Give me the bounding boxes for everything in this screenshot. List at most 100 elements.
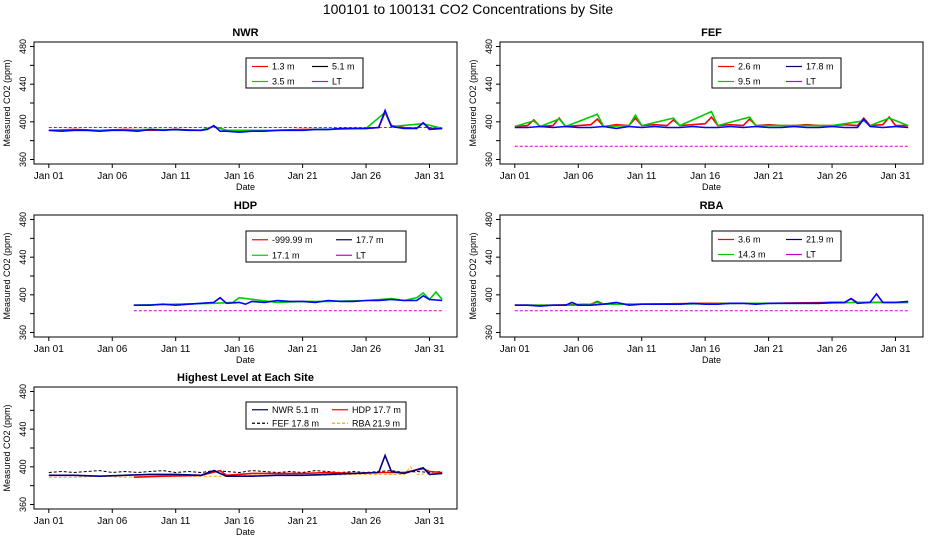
x-tick-label: Jan 11 [161, 171, 191, 182]
legend: 3.6 m 21.9 m 14.3 m LT [711, 230, 842, 262]
y-axis-label: Measured CO2 (ppm) [2, 232, 12, 319]
x-tick-label: Jan 31 [880, 344, 910, 355]
legend: NWR 5.1 m HDP 17.7 m FEF 17.8 m RBA 21.9 m [245, 401, 407, 430]
x-tick-label: Jan 26 [351, 516, 381, 527]
legend-label: 1.3 m [272, 62, 295, 72]
x-tick-label: Jan 11 [161, 344, 191, 355]
legend-label: 5.1 m [332, 62, 355, 72]
y-tick-label: 400 [484, 287, 494, 302]
legend-label: -999.99 m [272, 235, 313, 245]
x-tick-label: Jan 31 [880, 171, 910, 182]
x-tick-label: Jan 01 [34, 171, 64, 182]
x-tick-label: Jan 26 [817, 344, 847, 355]
series-line-17-7-m [133, 294, 443, 307]
legend-label: 17.8 m [806, 62, 834, 72]
y-axis-label: Measured CO2 (ppm) [468, 232, 478, 319]
y-tick-label: 480 [484, 39, 494, 54]
chart-panel-hdp: HDP Jan 01 Jan 06 Jan 11 Jan 16 Jan 21 Jan 26 J… [2, 200, 458, 365]
legend-label: HDP 17.7 m [352, 405, 401, 415]
x-tick-label: Jan 16 [224, 516, 254, 527]
chart-panel-nwr: NWR Jan 01 Jan 06 Jan 11 Jan 16 Jan 21 Jan 26 J… [2, 27, 458, 192]
series-line-21-9-m [514, 292, 909, 307]
legend: 1.3 m 5.1 m 3.5 m LT [245, 57, 364, 89]
chart-panel-fef: FEF Jan 01 Jan 06 Jan 11 Jan 16 Jan 21 Jan 26 J… [468, 27, 924, 192]
x-tick-label: Jan 21 [754, 171, 784, 182]
y-tick-label: 400 [484, 114, 494, 129]
x-axis-label: Date [702, 182, 721, 192]
legend-label: 17.7 m [356, 235, 384, 245]
x-tick-label: Jan 21 [288, 344, 318, 355]
x-tick-label: Jan 16 [224, 171, 254, 182]
legend-box [245, 401, 407, 430]
x-tick-label: Jan 06 [97, 171, 127, 182]
series-line-nwr [48, 453, 443, 478]
x-tick-label: Jan 16 [224, 344, 254, 355]
x-tick-label: Jan 06 [563, 171, 593, 182]
x-tick-label: Jan 06 [563, 344, 593, 355]
y-axis-label: Measured CO2 (ppm) [468, 59, 478, 146]
series-line-17-8-m [514, 117, 909, 130]
legend-box [711, 230, 842, 262]
y-tick-label: 440 [18, 422, 28, 437]
series-line-5-1-m [48, 108, 443, 134]
x-tick-label: Jan 31 [414, 516, 444, 527]
panel-title: HDP [234, 200, 257, 212]
legend-label: 2.6 m [738, 62, 761, 72]
x-tick-label: Jan 26 [351, 171, 381, 182]
y-tick-label: 480 [18, 384, 28, 399]
series-line-17-1-m [133, 290, 443, 306]
legend-label: LT [356, 250, 366, 260]
x-tick-label: Jan 16 [690, 344, 720, 355]
x-tick-label: Jan 11 [161, 516, 191, 527]
x-axis-label: Date [236, 182, 255, 192]
y-tick-label: 440 [484, 250, 494, 265]
figure-title: 100101 to 100131 CO2 Concentrations by S… [322, 1, 614, 17]
y-tick-label: 480 [18, 212, 28, 227]
legend-label: LT [806, 77, 816, 87]
y-tick-label: 360 [484, 325, 494, 340]
x-tick-label: Jan 11 [627, 344, 657, 355]
y-tick-label: 400 [18, 287, 28, 302]
y-axis-label: Measured CO2 (ppm) [2, 404, 12, 491]
legend-label: FEF 17.8 m [272, 418, 319, 428]
y-tick-label: 480 [18, 39, 28, 54]
y-tick-label: 360 [18, 152, 28, 167]
x-tick-label: Jan 21 [288, 516, 318, 527]
x-tick-label: Jan 06 [97, 344, 127, 355]
panel-title: FEF [701, 27, 722, 39]
x-tick-label: Jan 11 [627, 171, 657, 182]
x-axis-label: Date [702, 355, 721, 365]
chart-panel-highest-level-at-each-site: Highest Level at Each Site Jan 01 Jan 06 Ja… [2, 372, 458, 537]
x-tick-label: Jan 06 [97, 516, 127, 527]
y-tick-label: 360 [18, 497, 28, 512]
panel-title: RBA [700, 200, 724, 212]
y-tick-label: 440 [18, 77, 28, 92]
x-tick-label: Jan 31 [414, 344, 444, 355]
y-tick-label: 360 [18, 325, 28, 340]
legend-label: NWR 5.1 m [272, 405, 319, 415]
legend-label: 9.5 m [738, 77, 761, 87]
x-tick-label: Jan 01 [500, 171, 530, 182]
chart-panel-rba: RBA Jan 01 Jan 06 Jan 11 Jan 16 Jan 21 Jan 26 J… [468, 200, 924, 365]
x-axis-label: Date [236, 355, 255, 365]
x-axis-label: Date [236, 527, 255, 537]
legend-label: 3.5 m [272, 77, 295, 87]
legend-label: 17.1 m [272, 250, 300, 260]
x-tick-label: Jan 21 [754, 344, 784, 355]
legend: 2.6 m 17.8 m 9.5 m LT [711, 57, 842, 89]
series-line-fef [48, 470, 443, 474]
legend-label: 14.3 m [738, 250, 766, 260]
x-tick-label: Jan 26 [817, 171, 847, 182]
x-tick-label: Jan 01 [34, 516, 64, 527]
panel-title: Highest Level at Each Site [177, 372, 314, 384]
x-tick-label: Jan 01 [34, 344, 64, 355]
legend-label: 21.9 m [806, 235, 834, 245]
legend-box [711, 57, 842, 89]
legend-label: LT [332, 77, 342, 87]
legend-box [245, 57, 364, 89]
series-line-2-6-m [514, 115, 909, 128]
panel-title: NWR [232, 27, 258, 39]
legend-label: LT [806, 250, 816, 260]
x-tick-label: Jan 01 [500, 344, 530, 355]
legend-label: RBA 21.9 m [352, 418, 400, 428]
